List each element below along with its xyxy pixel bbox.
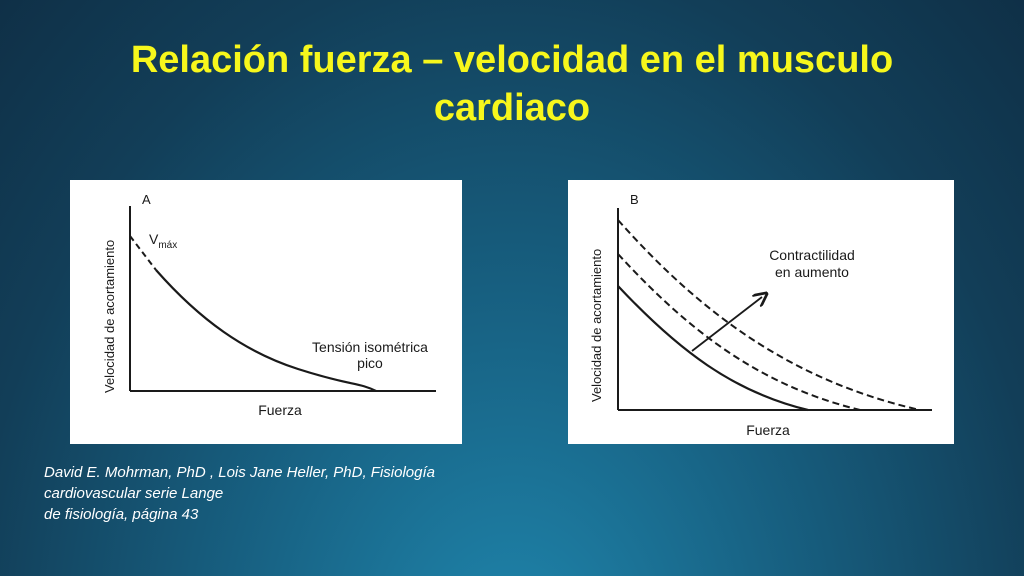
figure-b-panel: B Velocidad de acortamiento Fuerza Contr…: [568, 180, 954, 444]
figure-a-vmax-subscript: máx: [158, 240, 177, 251]
figure-a-vmax-label: Vmáx: [149, 231, 177, 251]
figure-b-graph: B Velocidad de acortamiento Fuerza Contr…: [589, 192, 932, 438]
figure-b-annotation-line-1: Contractilidad: [769, 247, 855, 263]
figure-b-annotation-line-2: en aumento: [775, 264, 849, 280]
figure-b-baseline-curve: [617, 285, 809, 412]
figure-a-y-axis-label: Velocidad de acortamiento: [102, 240, 117, 393]
figure-b-contractility-arrow: [691, 297, 762, 352]
citation: David E. Mohrman, PhD , Lois Jane Heller…: [44, 462, 524, 525]
citation-line-1: David E. Mohrman, PhD , Lois Jane Heller…: [44, 464, 436, 481]
figure-b-panel-label: B: [630, 192, 639, 207]
citation-line-2: cardiovascular serie Lange: [44, 485, 224, 502]
slide-title-line-1: Relación fuerza – velocidad en el muscul…: [130, 39, 894, 81]
figure-a-annotation-line-2: pico: [357, 355, 383, 371]
figure-a-vmax-letter: V: [149, 231, 159, 247]
figure-a-x-axis-label: Fuerza: [258, 402, 302, 418]
figure-a-force-velocity-curve: [155, 269, 377, 392]
figure-a-annotation-line-1: Tensión isométrica: [312, 339, 428, 355]
slide-title: Relación fuerza – velocidad en el muscul…: [40, 36, 984, 132]
slide-title-line-2: cardiaco: [433, 87, 591, 129]
figure-a-panel-label: A: [142, 192, 151, 207]
figure-a-panel: A Vmáx Velocidad de acortamiento Fuerza …: [70, 180, 462, 444]
citation-line-3: de fisiología, página 43: [44, 506, 199, 523]
figure-a-extrapolated-curve: [129, 235, 157, 271]
figure-b-increased-curve-1: [617, 253, 861, 411]
figure-a-graph: A Vmáx Velocidad de acortamiento Fuerza …: [102, 192, 436, 418]
figure-b-y-axis-label: Velocidad de acortamiento: [589, 249, 604, 402]
figure-b-increased-curve-2: [617, 219, 921, 411]
figure-b-x-axis-label: Fuerza: [746, 422, 790, 438]
